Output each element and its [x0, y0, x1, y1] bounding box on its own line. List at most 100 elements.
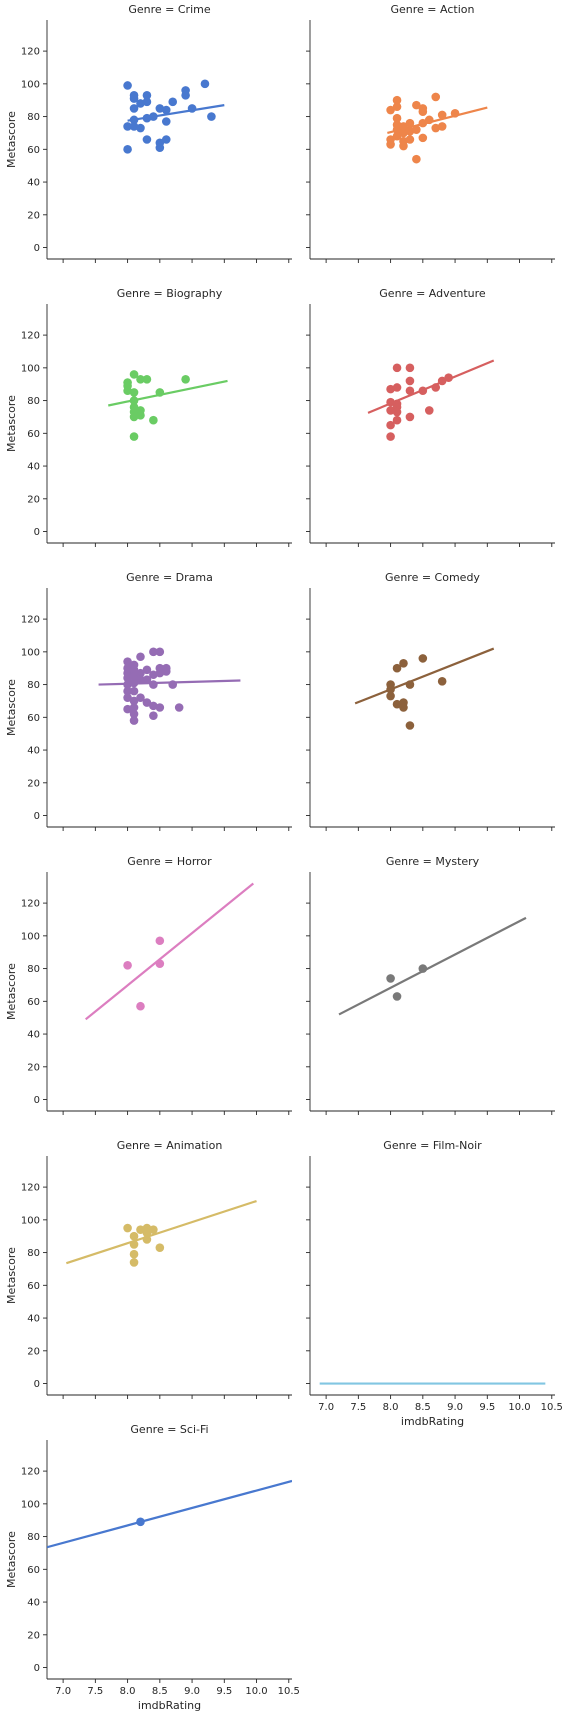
data-point [444, 373, 453, 382]
y-tick-label: 100 [21, 647, 40, 658]
y-tick-label: 0 [34, 1095, 40, 1106]
data-point [399, 703, 408, 712]
y-axis-label: Metascore [5, 679, 18, 736]
data-point [155, 388, 165, 397]
data-point [129, 122, 139, 131]
data-point [431, 383, 441, 392]
panel-film-noir: Genre = Film-Noir 7.0 7.5 8.0 8.5 9.0 9.5 10.0 1… [306, 1139, 563, 1428]
data-point [392, 415, 402, 425]
data-point [142, 675, 152, 684]
data-point [136, 693, 145, 702]
data-point [405, 386, 415, 396]
data-point [207, 112, 216, 121]
data-point [149, 112, 158, 121]
data-point [392, 992, 402, 1001]
panel-title-adventure: Genre = Adventure [379, 287, 486, 300]
data-point [392, 699, 402, 709]
panel-comedy: Genre = Comedy [306, 571, 555, 831]
data-point [129, 396, 139, 405]
regression-line-adventure [367, 359, 495, 414]
panel-title-film-noir: Genre = Film-Noir [383, 1139, 482, 1152]
data-point [123, 1223, 132, 1233]
data-point [200, 79, 210, 89]
data-point [149, 711, 158, 720]
y-tick-label: 40 [27, 1314, 40, 1325]
data-point [155, 104, 165, 113]
data-point [392, 407, 402, 417]
y-tick-label: 60 [27, 1281, 40, 1292]
data-point [174, 703, 184, 712]
y-tick-label: 120 [21, 331, 40, 342]
data-point [437, 376, 447, 386]
x-tick-label: 7.0 [318, 1402, 334, 1413]
data-point [399, 122, 408, 131]
regression-line-comedy [354, 647, 495, 705]
data-point [405, 412, 415, 422]
data-point [386, 105, 395, 115]
panel-adventure: Genre = Adventure [306, 287, 555, 547]
x-tick-label: 8.0 [120, 1686, 136, 1697]
x-tick-label: 9.5 [479, 1402, 495, 1413]
x-tick-label: 10.5 [541, 1402, 563, 1413]
x-tick-label: 10.0 [508, 1402, 530, 1413]
data-point [418, 964, 428, 973]
regression-line-horror [84, 882, 255, 1021]
data-point [136, 1517, 145, 1527]
data-point [136, 411, 145, 420]
data-point [129, 115, 139, 125]
y-tick-label: 80 [27, 680, 40, 691]
data-point [129, 1249, 139, 1259]
y-tick-label: 0 [34, 527, 40, 538]
data-point [181, 91, 190, 100]
data-point [136, 668, 145, 678]
data-point [405, 363, 415, 373]
data-point [392, 95, 402, 105]
y-tick-label: 20 [27, 778, 40, 789]
panel-title-action: Genre = Action [391, 3, 475, 16]
x-axis-label: imdbRating [138, 1699, 201, 1712]
panel-title-sci-fi: Genre = Sci-Fi [130, 1423, 208, 1436]
y-tick-label: 60 [27, 1565, 40, 1576]
data-point [386, 974, 395, 983]
y-tick-label: 120 [21, 899, 40, 910]
data-point [129, 412, 139, 422]
data-point [136, 1001, 145, 1011]
data-point [405, 135, 415, 144]
data-point [418, 107, 428, 116]
y-tick-label: 0 [34, 243, 40, 254]
data-point [142, 375, 152, 384]
data-point [392, 125, 402, 134]
x-tick-label: 9.0 [447, 1402, 463, 1413]
data-point [437, 122, 447, 131]
data-point [149, 1225, 158, 1234]
data-point [405, 680, 415, 689]
data-point [129, 104, 139, 113]
panel-biography: Genre = Biography 0 20 40 60 80 100 120 Metascor… [5, 287, 292, 547]
data-point [129, 665, 139, 675]
data-point [161, 105, 171, 115]
data-point [142, 113, 152, 123]
panel-mystery: Genre = Mystery [306, 855, 555, 1115]
data-point [149, 701, 158, 711]
data-point [168, 680, 178, 689]
data-point [136, 99, 145, 108]
panel-title-biography: Genre = Biography [117, 287, 223, 300]
data-point [392, 131, 402, 141]
x-tick-label: 7.0 [55, 1686, 71, 1697]
y-tick-label: 40 [27, 1030, 40, 1041]
y-axis-label: Metascore [5, 395, 18, 452]
x-tick-label: 7.5 [350, 1402, 366, 1413]
data-point [123, 686, 132, 696]
y-axis-label: Metascore [5, 1531, 18, 1588]
panel-title-animation: Genre = Animation [117, 1139, 223, 1152]
data-point [129, 696, 139, 706]
y-tick-label: 60 [27, 713, 40, 724]
panel-horror: Genre = Horror 0 20 40 60 80 100 120 Metascore [5, 855, 292, 1115]
data-point [142, 97, 152, 107]
data-point [155, 1243, 165, 1252]
y-tick-label: 20 [27, 494, 40, 505]
y-tick-label: 40 [27, 178, 40, 189]
data-point [168, 97, 178, 107]
data-point [181, 375, 190, 384]
panel-title-mystery: Genre = Mystery [386, 855, 480, 868]
